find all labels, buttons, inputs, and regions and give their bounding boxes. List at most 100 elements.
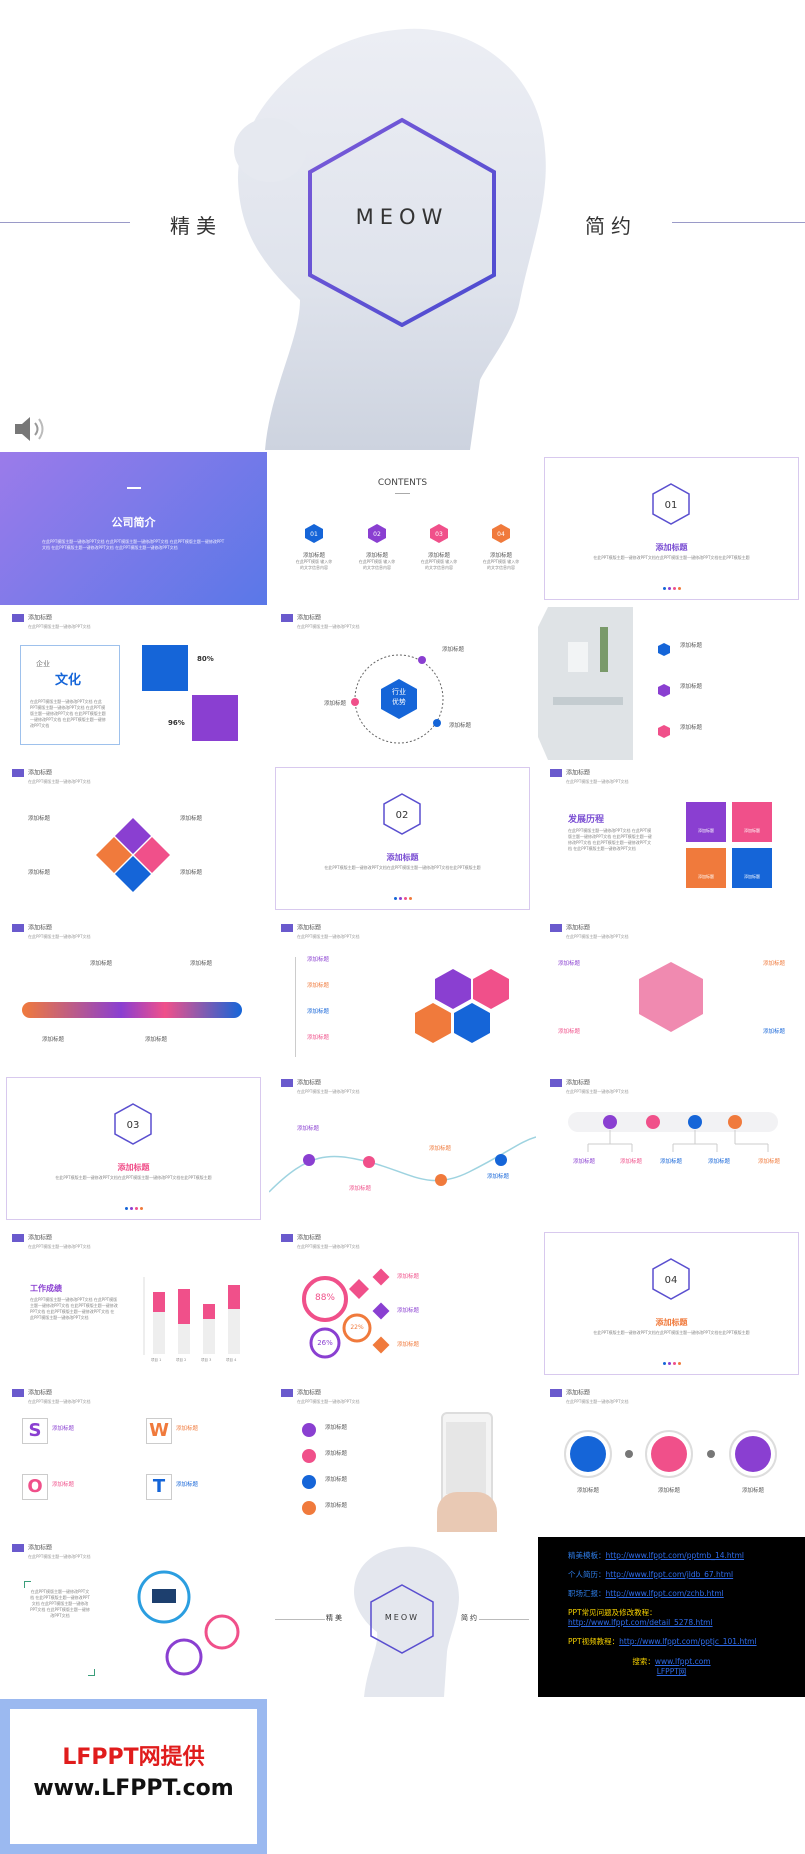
phone-label-4: 添加标题 bbox=[325, 1503, 348, 1509]
percent-rings bbox=[302, 1276, 372, 1359]
cover-line-left bbox=[0, 222, 130, 223]
slide-header: 添加标题 在此PPT模版主题一键修改PPT文档 bbox=[550, 769, 629, 786]
section-dots-04 bbox=[538, 1350, 805, 1369]
slide-culture: 添加标题 在此PPT模版主题一键修改PPT文档 企业 文化 在此PPT模版主题一键… bbox=[0, 607, 267, 760]
cover-hexagon bbox=[308, 117, 496, 327]
slide-photo-list: 添加标题 添加标题 添加标题 bbox=[538, 607, 805, 760]
slide-header: 添加标题 在此PPT模版主题一键修改PPT文档 bbox=[281, 614, 360, 631]
pinkhex-label-1: 添加标题 bbox=[558, 961, 581, 967]
mini-right-text: 简约 bbox=[461, 1614, 479, 1622]
slide-pink-hex: 添加标题 在此PPT模版主题一键修改PPT文档 添加标题 添加标题 添加标题 添加… bbox=[538, 917, 805, 1070]
slide-text-icons: 添加标题 在此PPT模版主题一键修改PPT文档 在此PPT模版主题一键修改PPT文… bbox=[0, 1537, 267, 1697]
history-tile-2 bbox=[732, 802, 772, 842]
mini-left-text: 精美 bbox=[326, 1614, 344, 1622]
slide-links: 精美模板：http://www.lfppt.com/pptmb_14.html … bbox=[538, 1537, 805, 1697]
footer-card bbox=[10, 1709, 257, 1844]
svg-text:02: 02 bbox=[373, 531, 381, 538]
bracket-text: 在此PPT模版主题一键修改PPT文档 在此PPT模版主题一键修改PPT文档 在此… bbox=[30, 1589, 90, 1618]
ring-label-3: 添加标题 bbox=[397, 1342, 420, 1348]
section-dots-01 bbox=[538, 575, 805, 594]
advantage-center: 行业 优势 bbox=[392, 688, 406, 706]
footer-banner: LFPPT网提供 www.LFPPT.com bbox=[0, 1699, 267, 1854]
slide-three-circles: 添加标题 在此PPT模版主题一键修改PPT文档 添加标题 添加标题 添加标题 bbox=[538, 1382, 805, 1535]
link-url-2[interactable]: http://www.lfppt.com/jldb_67.html bbox=[605, 1570, 734, 1579]
advantage-label-1: 添加标题 bbox=[442, 647, 465, 653]
history-text: 在此PPT模版主题一键修改PPT文档 在此PPT模版主题一键修改PPT文档 在此… bbox=[568, 828, 652, 851]
tree-label-5: 添加标题 bbox=[758, 1159, 781, 1165]
tree-label-4: 添加标题 bbox=[708, 1159, 731, 1165]
cover-right-text: 简约 bbox=[585, 214, 637, 238]
intro-text: 在此PPT模版主题一键修改PPT文档 在此PPT模版主题一键修改PPT文档 在此… bbox=[42, 539, 225, 550]
culture-p96: 96% bbox=[168, 719, 185, 727]
speaker-icon[interactable] bbox=[12, 414, 48, 444]
slide-header: 添加标题 在此PPT模版主题一键修改PPT文档 bbox=[281, 1079, 360, 1096]
diamond-label-2: 添加标题 bbox=[180, 816, 203, 822]
section-dots-02 bbox=[269, 885, 536, 904]
wave-label-2: 添加标题 bbox=[429, 1146, 452, 1152]
link-url-4[interactable]: http://www.lfppt.com/detail_5278.html bbox=[568, 1618, 713, 1627]
list-hex-1 bbox=[658, 643, 670, 656]
section-desc-04: 在此PPT模版主题一键修改PPT文档在此PPT模版主题一键修改PPT文档在此PP… bbox=[593, 1330, 750, 1335]
tree-label-1: 添加标题 bbox=[573, 1159, 596, 1165]
advantage-label-3: 添加标题 bbox=[449, 723, 472, 729]
link-row-4: PPT常见问题及修改教程： http://www.lfppt.com/detail… bbox=[568, 1608, 713, 1627]
slide-header: 添加标题 在此PPT模版主题一键修改PPT文档 bbox=[12, 614, 91, 631]
link-url-6[interactable]: www.lfppt.com bbox=[654, 1657, 711, 1666]
section-border bbox=[6, 1077, 261, 1220]
section-desc-02: 在此PPT模版主题一键修改PPT文档在此PPT模版主题一键修改PPT文档在此PP… bbox=[324, 865, 481, 870]
history-title: 发展历程 bbox=[568, 815, 605, 825]
slide-header: 添加标题 在此PPT模版主题一键修改PPT文档 bbox=[12, 924, 91, 941]
section-border bbox=[275, 767, 530, 910]
contents-label-3: 添加标题 bbox=[427, 553, 450, 559]
svg-text:04: 04 bbox=[665, 1275, 678, 1286]
slide-work-results: 添加标题 在此PPT模版主题一键修改PPT文档 工作成绩 在此PPT模版主题一键修… bbox=[0, 1227, 267, 1380]
slide-mini-cover: 精美 简约 MEOW bbox=[269, 1537, 536, 1697]
history-tile-4 bbox=[732, 848, 772, 888]
mini-hexagon bbox=[370, 1584, 434, 1654]
slide-header: 添加标题 在此PPT模版主题一键修改PPT文档 bbox=[12, 1544, 91, 1561]
hex-label-2: 添加标题 bbox=[307, 983, 330, 989]
process-circles bbox=[564, 1430, 777, 1478]
culture-tile-purple bbox=[192, 695, 238, 741]
svg-text:04: 04 bbox=[497, 531, 505, 538]
link-url-5[interactable]: http://www.lfppt.com/pptjc_101.html bbox=[619, 1637, 757, 1646]
culture-p80: 80% bbox=[197, 655, 214, 663]
swot-label-o: 添加标题 bbox=[52, 1482, 75, 1488]
contents-desc-4: 在此PPT模版 输入你的文字信息内容 bbox=[482, 559, 520, 570]
progress-label-3: 添加标题 bbox=[42, 1037, 65, 1043]
hex-timeline bbox=[295, 957, 296, 1057]
tree-pill bbox=[568, 1112, 778, 1132]
hex-label-4: 添加标题 bbox=[307, 1035, 330, 1041]
hex-label-1: 添加标题 bbox=[307, 957, 330, 963]
cover-title: MEOW bbox=[355, 205, 449, 229]
contents-item-3: 03 添加标题 在此PPT模版 输入你的文字信息内容 bbox=[419, 524, 459, 571]
hex-label-3: 添加标题 bbox=[307, 1009, 330, 1015]
section-dots-03 bbox=[0, 1195, 267, 1214]
link-row-6: 搜索：www.lfppt.com LFPPT网 bbox=[632, 1657, 711, 1676]
link-row-5: PPT视频教程：http://www.lfppt.com/pptjc_101.h… bbox=[568, 1637, 757, 1646]
slide-header: 添加标题 在此PPT模版主题一键修改PPT文档 bbox=[281, 924, 360, 941]
section-hex-04: 04 bbox=[652, 1258, 690, 1300]
ring-label-2: 添加标题 bbox=[397, 1308, 420, 1314]
link-row-3: 职场汇报：http://www.lfppt.com/zchb.html bbox=[568, 1589, 724, 1598]
contents-item-2: 02 添加标题 在此PPT模版 输入你的文字信息内容 bbox=[357, 524, 397, 571]
work-bar-label-1: 项目 1 bbox=[151, 1358, 162, 1362]
culture-text: 在此PPT模版主题一键修改PPT文档 在此PPT模版主题一键修改PPT文档 在此… bbox=[30, 699, 106, 728]
phone-label-2: 添加标题 bbox=[325, 1451, 348, 1457]
swot-w: W bbox=[146, 1418, 172, 1444]
swot-label-w: 添加标题 bbox=[176, 1426, 199, 1432]
slide-header: 添加标题 在此PPT模版主题一键修改PPT文档 bbox=[281, 1234, 360, 1251]
progress-label-1: 添加标题 bbox=[90, 961, 113, 967]
link-name-6[interactable]: LFPPT网 bbox=[656, 1667, 687, 1676]
section-hex-02: 02 bbox=[383, 793, 421, 835]
contents-desc-3: 在此PPT模版 输入你的文字信息内容 bbox=[420, 559, 458, 570]
slide-header: 添加标题 在此PPT模版主题一键修改PPT文档 bbox=[12, 1389, 91, 1406]
link-url-1[interactable]: http://www.lfppt.com/pptmb_14.html bbox=[605, 1551, 744, 1560]
section-border bbox=[544, 457, 799, 600]
slide-section-04: 04 添加标题 在此PPT模版主题一键修改PPT文档在此PPT模版主题一键修改P… bbox=[538, 1227, 805, 1380]
diamond-label-3: 添加标题 bbox=[28, 870, 51, 876]
link-url-3[interactable]: http://www.lfppt.com/zchb.html bbox=[605, 1589, 724, 1598]
intro-bar bbox=[127, 487, 141, 489]
history-tile-1 bbox=[686, 802, 726, 842]
svg-text:03: 03 bbox=[435, 531, 443, 538]
